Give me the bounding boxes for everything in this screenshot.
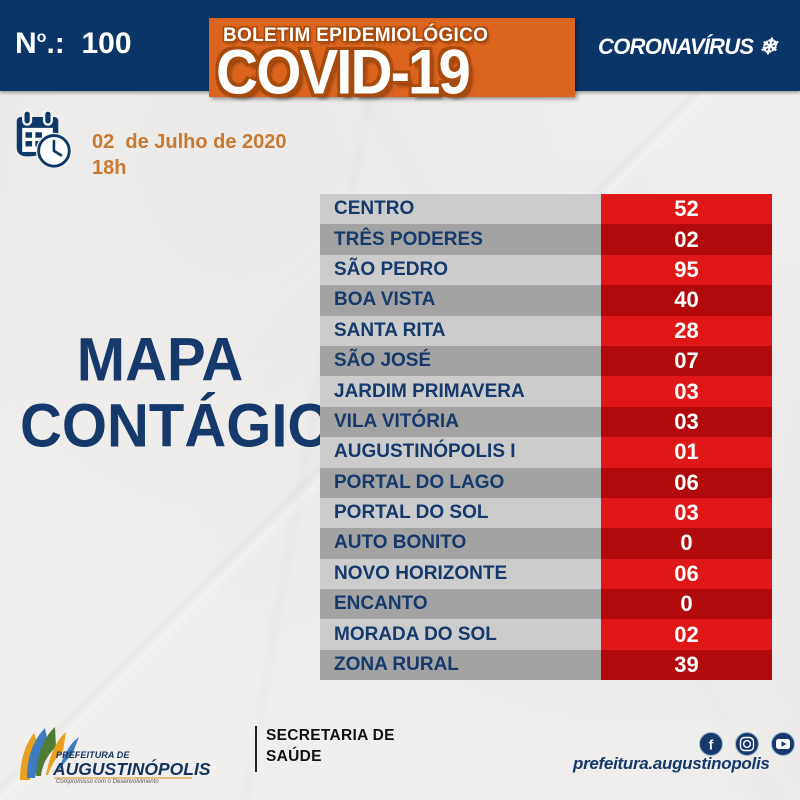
svg-text:AUGUSTINÓPOLIS: AUGUSTINÓPOLIS bbox=[52, 758, 211, 779]
svg-text:Compromisso com o Desenvolvime: Compromisso com o Desenvolvimento bbox=[56, 779, 159, 785]
svg-text:f: f bbox=[709, 737, 714, 753]
